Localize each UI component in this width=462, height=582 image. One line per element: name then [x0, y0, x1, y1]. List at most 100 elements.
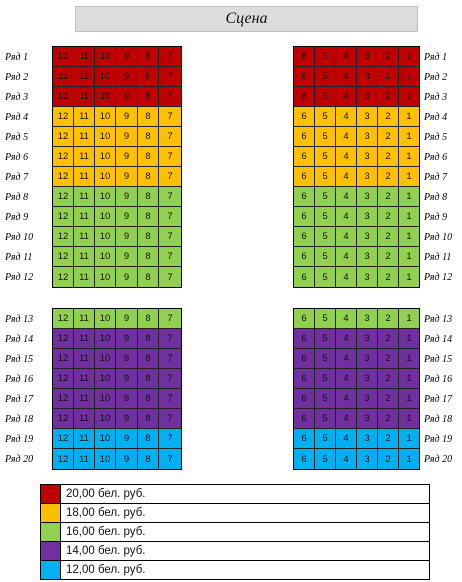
seat-left-Ряд 5-12[interactable]: 12: [53, 127, 74, 147]
seat-right-Ряд 5-5[interactable]: 5: [315, 127, 336, 147]
seat-left-Ряд 14-12[interactable]: 12: [53, 329, 74, 349]
seat-right-Ряд 11-1[interactable]: 1: [399, 247, 419, 267]
seat-right-Ряд 9-5[interactable]: 5: [315, 207, 336, 227]
seat-left-Ряд 8-7[interactable]: 7: [159, 187, 181, 207]
seat-right-Ряд 17-6[interactable]: 6: [294, 389, 315, 409]
seat-left-Ряд 16-7[interactable]: 7: [159, 369, 181, 389]
seat-right-Ряд 3-5[interactable]: 5: [315, 87, 336, 107]
seat-left-Ряд 13-10[interactable]: 10: [95, 309, 116, 329]
seat-right-Ряд 19-3[interactable]: 3: [357, 429, 378, 449]
seat-right-Ряд 7-2[interactable]: 2: [378, 167, 399, 187]
seat-right-Ряд 16-3[interactable]: 3: [357, 369, 378, 389]
seat-right-Ряд 12-2[interactable]: 2: [378, 267, 399, 287]
seat-left-Ряд 5-9[interactable]: 9: [116, 127, 138, 147]
seat-left-Ряд 11-9[interactable]: 9: [116, 247, 138, 267]
seat-left-Ряд 10-10[interactable]: 10: [95, 227, 116, 247]
seat-left-Ряд 14-7[interactable]: 7: [159, 329, 181, 349]
seat-right-Ряд 19-6[interactable]: 6: [294, 429, 315, 449]
seat-right-Ряд 1-5[interactable]: 5: [315, 47, 336, 67]
seat-right-Ряд 13-4[interactable]: 4: [336, 309, 357, 329]
seat-right-Ряд 18-1[interactable]: 1: [399, 409, 419, 429]
seat-right-Ряд 7-6[interactable]: 6: [294, 167, 315, 187]
seat-left-Ряд 1-8[interactable]: 8: [138, 47, 159, 67]
seat-right-Ряд 20-4[interactable]: 4: [336, 449, 357, 469]
seat-right-Ряд 4-3[interactable]: 3: [357, 107, 378, 127]
seat-right-Ряд 14-2[interactable]: 2: [378, 329, 399, 349]
seat-left-Ряд 19-8[interactable]: 8: [138, 429, 159, 449]
seat-right-Ряд 4-2[interactable]: 2: [378, 107, 399, 127]
seat-right-Ряд 5-6[interactable]: 6: [294, 127, 315, 147]
seat-left-Ряд 10-11[interactable]: 11: [74, 227, 95, 247]
seat-left-Ряд 10-9[interactable]: 9: [116, 227, 138, 247]
seat-left-Ряд 20-11[interactable]: 11: [74, 449, 95, 469]
seat-right-Ряд 11-3[interactable]: 3: [357, 247, 378, 267]
seat-left-Ряд 15-12[interactable]: 12: [53, 349, 74, 369]
seat-left-Ряд 4-10[interactable]: 10: [95, 107, 116, 127]
seat-left-Ряд 12-7[interactable]: 7: [159, 267, 181, 287]
seat-right-Ряд 6-4[interactable]: 4: [336, 147, 357, 167]
seat-left-Ряд 16-8[interactable]: 8: [138, 369, 159, 389]
seat-right-Ряд 4-1[interactable]: 1: [399, 107, 419, 127]
seat-right-Ряд 7-4[interactable]: 4: [336, 167, 357, 187]
seat-left-Ряд 20-12[interactable]: 12: [53, 449, 74, 469]
seat-right-Ряд 3-1[interactable]: 1: [399, 87, 419, 107]
seat-right-Ряд 12-1[interactable]: 1: [399, 267, 419, 287]
seat-left-Ряд 5-8[interactable]: 8: [138, 127, 159, 147]
seat-right-Ряд 2-1[interactable]: 1: [399, 67, 419, 87]
seat-left-Ряд 19-7[interactable]: 7: [159, 429, 181, 449]
seat-left-Ряд 2-7[interactable]: 7: [159, 67, 181, 87]
seat-left-Ряд 11-7[interactable]: 7: [159, 247, 181, 267]
seat-left-Ряд 11-11[interactable]: 11: [74, 247, 95, 267]
seat-right-Ряд 15-2[interactable]: 2: [378, 349, 399, 369]
seat-left-Ряд 16-10[interactable]: 10: [95, 369, 116, 389]
seat-right-Ряд 12-6[interactable]: 6: [294, 267, 315, 287]
seat-left-Ряд 15-10[interactable]: 10: [95, 349, 116, 369]
seat-right-Ряд 10-6[interactable]: 6: [294, 227, 315, 247]
seat-right-Ряд 5-4[interactable]: 4: [336, 127, 357, 147]
seat-right-Ряд 19-1[interactable]: 1: [399, 429, 419, 449]
seat-left-Ряд 8-12[interactable]: 12: [53, 187, 74, 207]
seat-left-Ряд 2-11[interactable]: 11: [74, 67, 95, 87]
seat-right-Ряд 8-3[interactable]: 3: [357, 187, 378, 207]
seat-left-Ряд 11-10[interactable]: 10: [95, 247, 116, 267]
seat-left-Ряд 12-12[interactable]: 12: [53, 267, 74, 287]
seat-right-Ряд 10-3[interactable]: 3: [357, 227, 378, 247]
seat-left-Ряд 6-7[interactable]: 7: [159, 147, 181, 167]
seat-left-Ряд 15-9[interactable]: 9: [116, 349, 138, 369]
seat-right-Ряд 15-4[interactable]: 4: [336, 349, 357, 369]
seat-left-Ряд 6-12[interactable]: 12: [53, 147, 74, 167]
seat-left-Ряд 3-12[interactable]: 12: [53, 87, 74, 107]
seat-left-Ряд 8-9[interactable]: 9: [116, 187, 138, 207]
seat-left-Ряд 13-11[interactable]: 11: [74, 309, 95, 329]
seat-right-Ряд 16-2[interactable]: 2: [378, 369, 399, 389]
seat-left-Ряд 19-12[interactable]: 12: [53, 429, 74, 449]
seat-right-Ряд 19-5[interactable]: 5: [315, 429, 336, 449]
seat-left-Ряд 18-7[interactable]: 7: [159, 409, 181, 429]
seat-right-Ряд 6-1[interactable]: 1: [399, 147, 419, 167]
seat-right-Ряд 8-5[interactable]: 5: [315, 187, 336, 207]
seat-right-Ряд 16-1[interactable]: 1: [399, 369, 419, 389]
seat-left-Ряд 9-7[interactable]: 7: [159, 207, 181, 227]
seat-left-Ряд 1-7[interactable]: 7: [159, 47, 181, 67]
seat-left-Ряд 9-11[interactable]: 11: [74, 207, 95, 227]
seat-right-Ряд 16-6[interactable]: 6: [294, 369, 315, 389]
seat-left-Ряд 3-8[interactable]: 8: [138, 87, 159, 107]
seat-left-Ряд 5-11[interactable]: 11: [74, 127, 95, 147]
seat-left-Ряд 7-11[interactable]: 11: [74, 167, 95, 187]
seat-right-Ряд 14-3[interactable]: 3: [357, 329, 378, 349]
seat-left-Ряд 16-11[interactable]: 11: [74, 369, 95, 389]
seat-right-Ряд 13-1[interactable]: 1: [399, 309, 419, 329]
seat-right-Ряд 3-3[interactable]: 3: [357, 87, 378, 107]
seat-right-Ряд 17-1[interactable]: 1: [399, 389, 419, 409]
seat-left-Ряд 8-11[interactable]: 11: [74, 187, 95, 207]
seat-left-Ряд 4-7[interactable]: 7: [159, 107, 181, 127]
seat-right-Ряд 10-1[interactable]: 1: [399, 227, 419, 247]
seat-right-Ряд 8-2[interactable]: 2: [378, 187, 399, 207]
seat-left-Ряд 6-10[interactable]: 10: [95, 147, 116, 167]
seat-right-Ряд 16-4[interactable]: 4: [336, 369, 357, 389]
seat-left-Ряд 20-8[interactable]: 8: [138, 449, 159, 469]
seat-left-Ряд 20-10[interactable]: 10: [95, 449, 116, 469]
seat-left-Ряд 10-7[interactable]: 7: [159, 227, 181, 247]
seat-right-Ряд 9-3[interactable]: 3: [357, 207, 378, 227]
seat-right-Ряд 10-4[interactable]: 4: [336, 227, 357, 247]
